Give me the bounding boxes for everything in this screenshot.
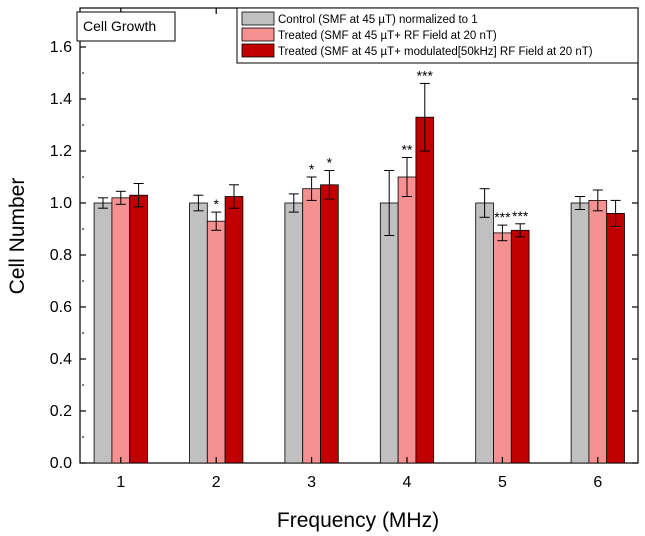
chart-title: Cell Growth	[83, 18, 156, 34]
significance-label: ***	[417, 67, 434, 83]
significance-label: *	[213, 196, 219, 212]
bar	[588, 199, 608, 464]
bar	[224, 196, 244, 464]
legend-swatch-modulated	[241, 43, 275, 58]
bar	[129, 194, 148, 464]
bar	[570, 202, 590, 464]
x-tick-label: 5	[498, 474, 507, 491]
y-tick-label: 1.0	[50, 195, 72, 212]
chart-title-box: Cell Growth	[76, 11, 176, 42]
significance-label: **	[402, 142, 413, 158]
legend: Control (SMF at 45 µT) normalized to 1 T…	[236, 7, 639, 64]
bars-layer: **************	[93, 67, 625, 464]
ticks-layer: 0.0 0.2 0.4 0.6 0.8 1.0 1.2 1.4 1.6 1 2 3 4 5 6	[50, 8, 638, 491]
y-tick-label: 1.4	[50, 91, 72, 108]
y-tick-label: 0.2	[50, 403, 72, 420]
bar	[379, 202, 399, 464]
legend-label-rf: Treated (SMF at 45 µT+ RF Field at 20 nT…	[278, 30, 497, 42]
bar	[206, 220, 226, 464]
y-tick-label: 0.6	[50, 299, 72, 316]
y-axis-title: Cell Number	[6, 178, 29, 295]
bar	[111, 197, 131, 464]
bar	[284, 202, 304, 464]
bar	[93, 202, 113, 464]
legend-swatch-rf	[241, 27, 275, 42]
x-tick-label: 3	[307, 474, 316, 491]
significance-label: *	[309, 161, 315, 177]
significance-label: *	[327, 155, 333, 171]
bar	[510, 229, 530, 464]
y-tick-label: 1.6	[50, 39, 72, 56]
bar	[493, 232, 512, 464]
plot-frame	[79, 7, 639, 464]
x-tick-label: 1	[116, 474, 125, 491]
x-tick-label: 4	[403, 474, 412, 491]
chart-title-frame	[76, 11, 176, 42]
bar	[397, 176, 417, 464]
y-tick-label: 0.0	[50, 455, 72, 472]
y-tick-label: 0.8	[50, 247, 72, 264]
significance-label: ***	[512, 208, 529, 224]
bar	[415, 116, 435, 464]
y-tick-label: 1.2	[50, 143, 72, 160]
legend-label-control: Control (SMF at 45 µT) normalized to 1	[278, 14, 478, 26]
y-tick-label: 0.4	[50, 351, 72, 368]
significance-label: ***	[494, 209, 511, 225]
x-tick-label: 2	[212, 474, 221, 491]
legend-label-modulated: Treated (SMF at 45 µT+ modulated[50kHz] …	[278, 46, 593, 58]
bar	[302, 188, 321, 464]
bar	[320, 184, 339, 464]
bar	[189, 202, 208, 464]
bar	[475, 202, 494, 464]
legend-frame	[236, 7, 639, 64]
x-axis-title: Frequency (MHz)	[277, 509, 439, 532]
x-tick-label: 6	[593, 474, 602, 491]
bar	[606, 212, 625, 464]
legend-swatch-control	[241, 11, 275, 26]
